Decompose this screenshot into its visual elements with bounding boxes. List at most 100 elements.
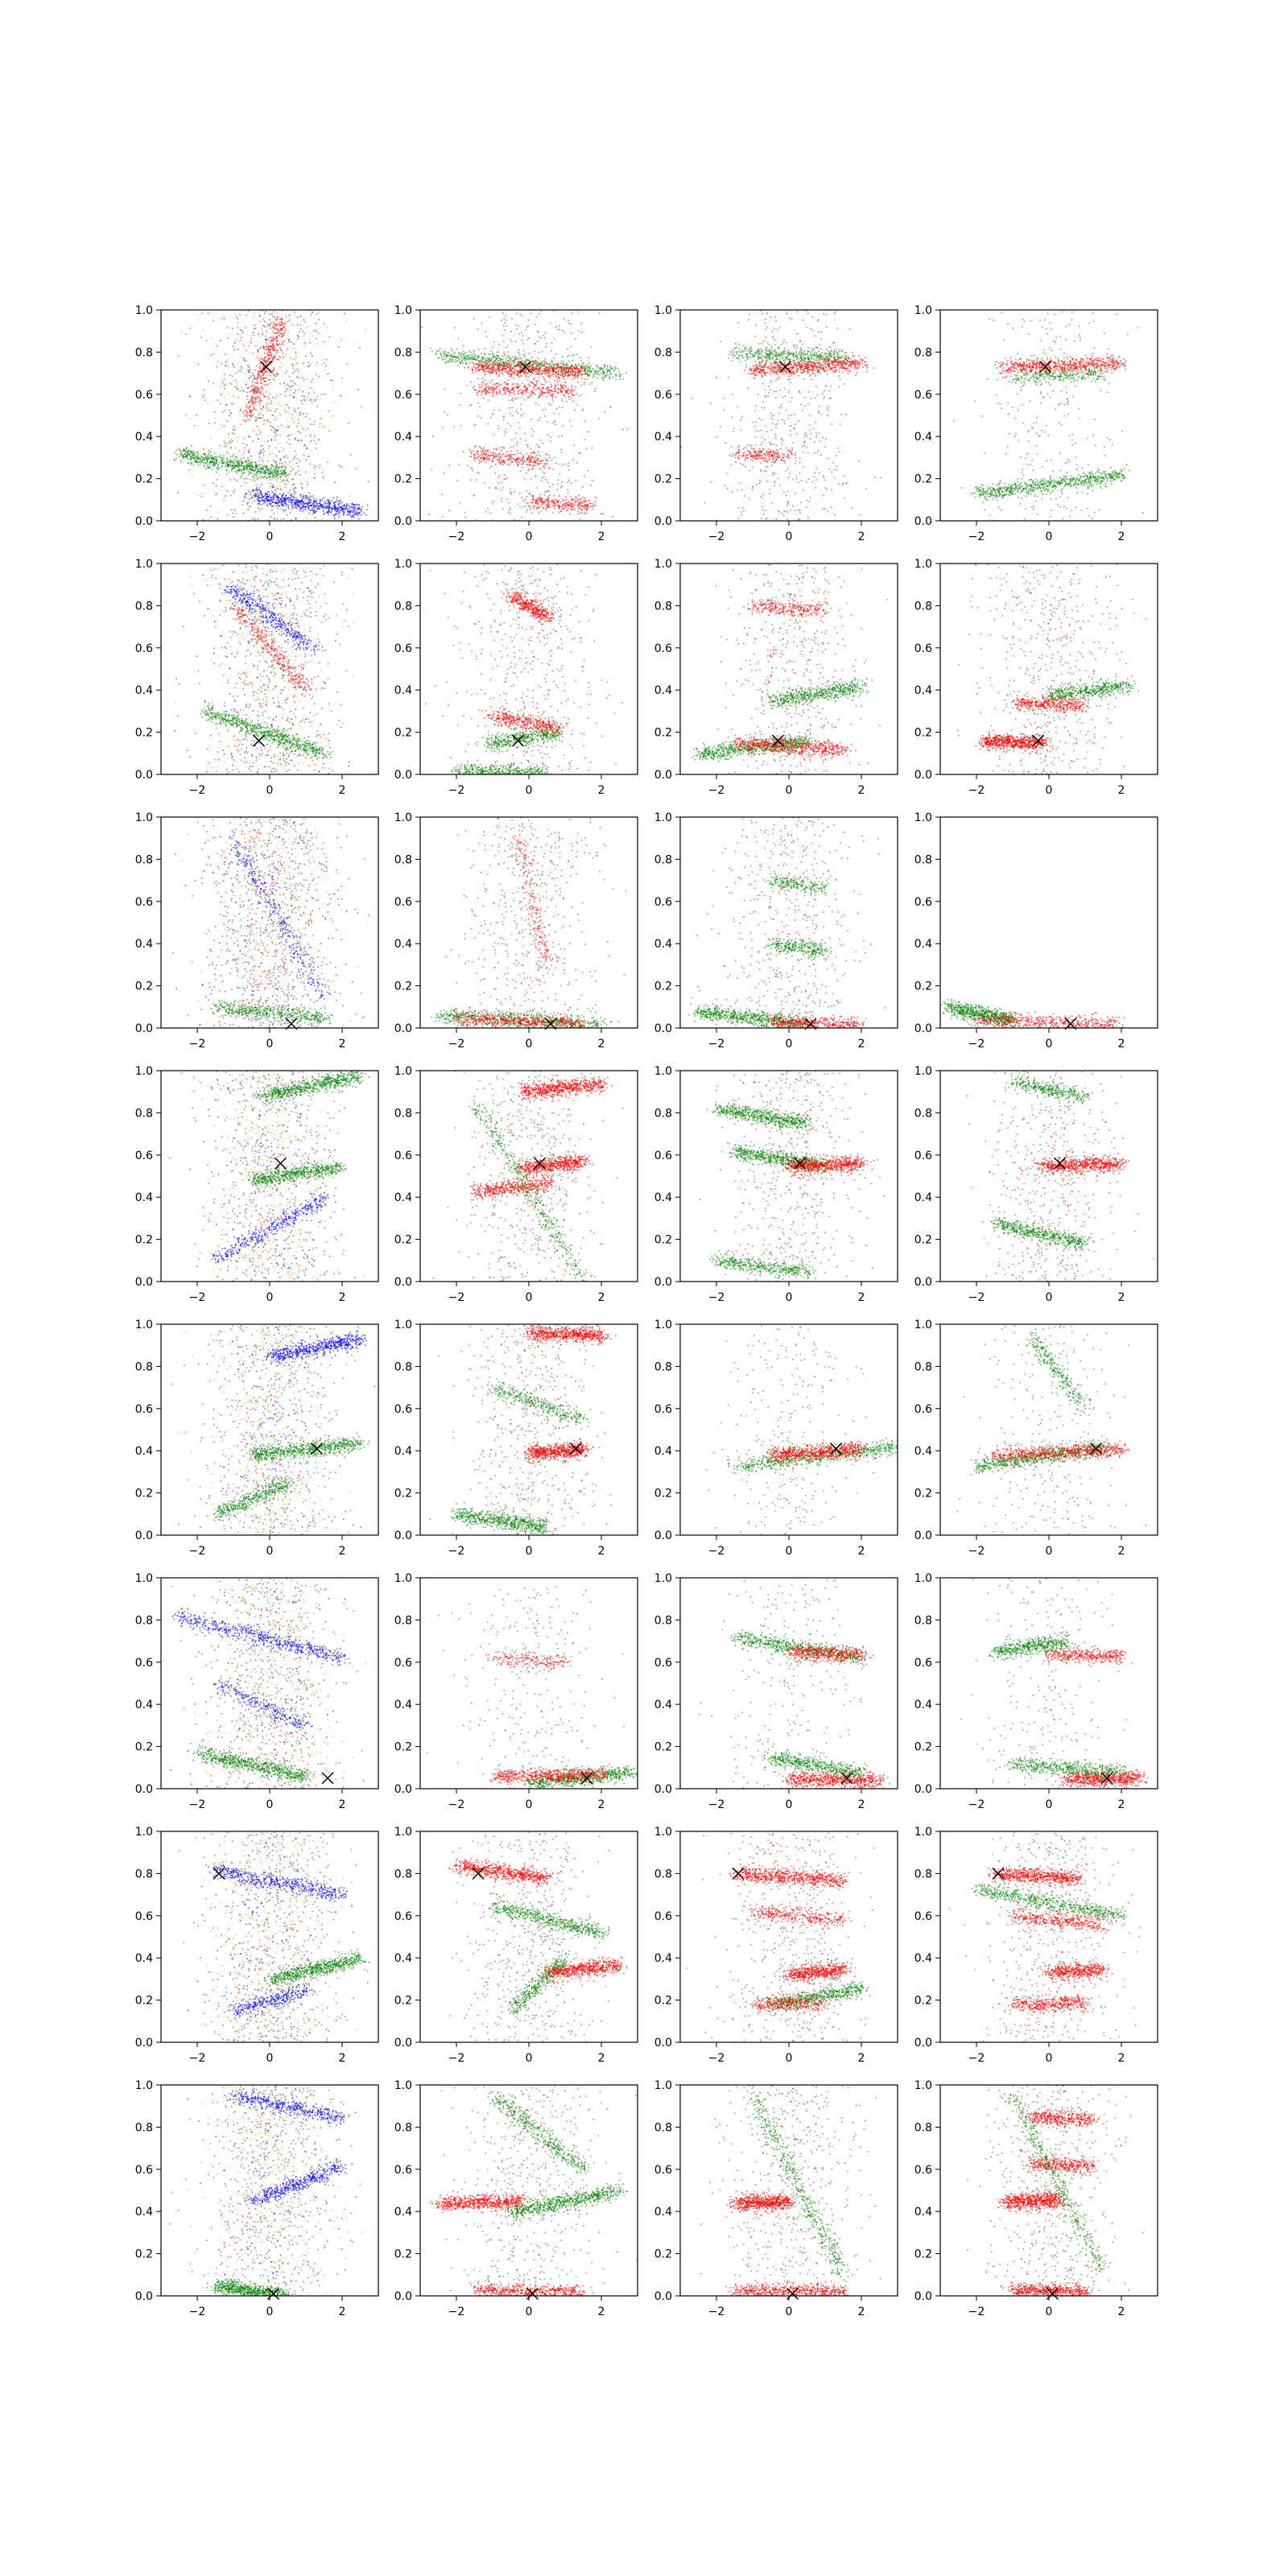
scatter-point bbox=[521, 464, 522, 465]
scatter-point bbox=[303, 399, 305, 401]
scatter-point bbox=[258, 350, 260, 352]
scatter-point bbox=[297, 458, 299, 460]
scatter-point bbox=[514, 373, 515, 374]
scatter-point bbox=[277, 508, 279, 510]
scatter-point bbox=[482, 358, 484, 360]
scatter-point bbox=[244, 438, 246, 440]
scatter-point bbox=[336, 499, 338, 501]
scatter-point bbox=[524, 372, 526, 374]
scatter-point bbox=[237, 460, 239, 462]
scatter-point bbox=[235, 340, 237, 341]
scatter-point bbox=[262, 503, 264, 505]
scatter-point bbox=[506, 432, 507, 434]
scatter-point bbox=[472, 470, 473, 472]
scatter-point bbox=[588, 470, 589, 472]
scatter-point bbox=[259, 489, 261, 491]
scatter-point bbox=[323, 477, 324, 478]
scatter-point bbox=[502, 509, 504, 510]
scatter-point bbox=[291, 386, 293, 387]
scatter-point bbox=[279, 332, 280, 334]
scatter-point bbox=[282, 451, 283, 452]
scatter-point bbox=[545, 479, 547, 481]
scatter-point bbox=[518, 370, 519, 372]
scatter-point bbox=[257, 391, 258, 393]
scatter-point bbox=[242, 332, 244, 333]
scatter-point bbox=[366, 509, 368, 510]
scatter-point bbox=[229, 374, 231, 376]
scatter-point bbox=[210, 460, 212, 461]
scatter-point bbox=[264, 381, 266, 382]
scatter-point bbox=[469, 351, 471, 353]
scatter-point bbox=[503, 363, 505, 365]
scatter-point bbox=[564, 396, 566, 398]
scatter-point bbox=[580, 368, 582, 369]
scatter-point bbox=[217, 429, 219, 431]
scatter-point bbox=[460, 355, 462, 357]
scatter-point bbox=[592, 382, 593, 384]
scatter-point bbox=[266, 419, 268, 421]
scatter-point bbox=[587, 370, 588, 372]
scatter-point bbox=[227, 420, 229, 422]
scatter-point bbox=[216, 462, 217, 464]
scatter-point bbox=[270, 483, 271, 485]
scatter-point bbox=[236, 448, 237, 449]
scatter-point bbox=[255, 493, 257, 495]
scatter-point bbox=[568, 369, 569, 370]
scatter-point bbox=[338, 517, 340, 518]
scatter-point bbox=[535, 394, 536, 395]
scatter-point bbox=[270, 341, 272, 342]
scatter-point bbox=[220, 386, 221, 388]
scatter-point bbox=[246, 482, 247, 484]
scatter-point bbox=[514, 365, 516, 367]
scatter-point bbox=[528, 367, 530, 369]
scatter-point bbox=[309, 502, 311, 503]
scatter-point bbox=[443, 356, 444, 357]
scatter-point bbox=[233, 462, 234, 464]
scatter-point bbox=[271, 466, 273, 468]
scatter-point bbox=[258, 503, 260, 505]
scatter-point bbox=[527, 396, 529, 398]
scatter-point bbox=[232, 376, 233, 378]
scatter-point bbox=[487, 361, 489, 362]
scatter-point bbox=[539, 389, 540, 390]
scatter-point bbox=[580, 323, 582, 324]
scatter-point bbox=[472, 369, 473, 370]
scatter-point bbox=[343, 514, 345, 516]
scatter-point bbox=[185, 455, 187, 456]
scatter-point bbox=[572, 387, 573, 389]
scatter-point bbox=[224, 318, 225, 320]
scatter-point bbox=[259, 486, 261, 488]
scatter-point bbox=[183, 451, 184, 452]
scatter-point bbox=[526, 464, 528, 466]
scatter-point bbox=[527, 360, 529, 361]
scatter-point bbox=[301, 440, 303, 441]
scatter-point bbox=[365, 514, 367, 516]
scatter-point bbox=[271, 377, 273, 378]
scatter-point bbox=[464, 353, 466, 355]
scatter-point bbox=[217, 361, 219, 363]
scatter-point bbox=[581, 364, 583, 365]
scatter-point bbox=[233, 427, 235, 428]
scatter-point bbox=[231, 509, 233, 510]
scatter-point bbox=[283, 471, 285, 473]
scatter-point bbox=[525, 374, 526, 376]
scatter-point bbox=[205, 462, 207, 464]
scatter-point bbox=[490, 360, 492, 361]
scatter-point bbox=[260, 476, 262, 477]
scatter-point bbox=[288, 499, 290, 501]
scatter-point bbox=[339, 465, 341, 467]
scatter-point bbox=[267, 402, 269, 404]
scatter-point bbox=[214, 423, 216, 424]
scatter-point bbox=[309, 464, 311, 465]
scatter-point bbox=[510, 369, 512, 371]
scatter-point bbox=[329, 336, 331, 338]
scatter-point bbox=[449, 358, 451, 360]
scatter-point bbox=[615, 376, 617, 378]
scatter-point bbox=[551, 365, 553, 366]
scatter-point bbox=[440, 353, 442, 355]
scatter-point bbox=[493, 361, 495, 362]
scatter-point bbox=[354, 506, 356, 508]
scatter-point bbox=[566, 363, 568, 365]
scatter-point bbox=[525, 506, 526, 507]
scatter-point bbox=[587, 368, 588, 369]
